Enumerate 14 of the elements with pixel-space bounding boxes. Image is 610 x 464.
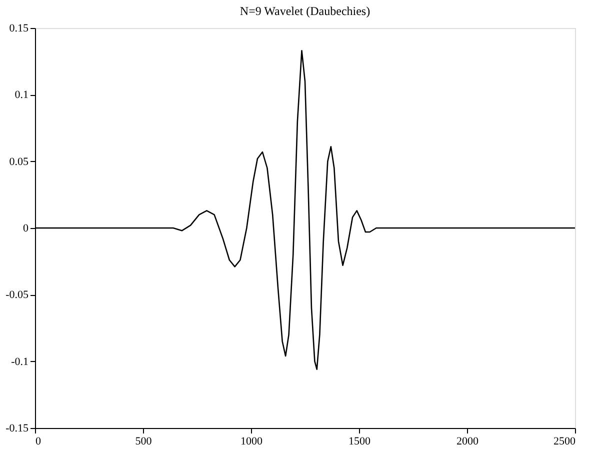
x-tick-label: 2500	[554, 436, 576, 448]
x-tick-label: 2000	[456, 436, 479, 448]
x-tick-label: 500	[135, 436, 152, 448]
y-tick-label: 0.15	[9, 22, 29, 34]
y-tick-label: 0.05	[9, 156, 29, 168]
x-tick-label: 1000	[240, 436, 263, 448]
y-tick-label: -0.05	[6, 289, 29, 302]
x-tick-label: 1500	[348, 436, 371, 448]
y-tick-label: 0	[23, 222, 29, 234]
x-tick-label: 0	[36, 436, 42, 448]
y-tick-label: 0.1	[14, 89, 28, 102]
y-tick-label: -0.1	[11, 356, 28, 368]
chart-title: N=9 Wavelet (Daubechies)	[240, 4, 370, 18]
y-tick-label: -0.15	[6, 422, 29, 434]
